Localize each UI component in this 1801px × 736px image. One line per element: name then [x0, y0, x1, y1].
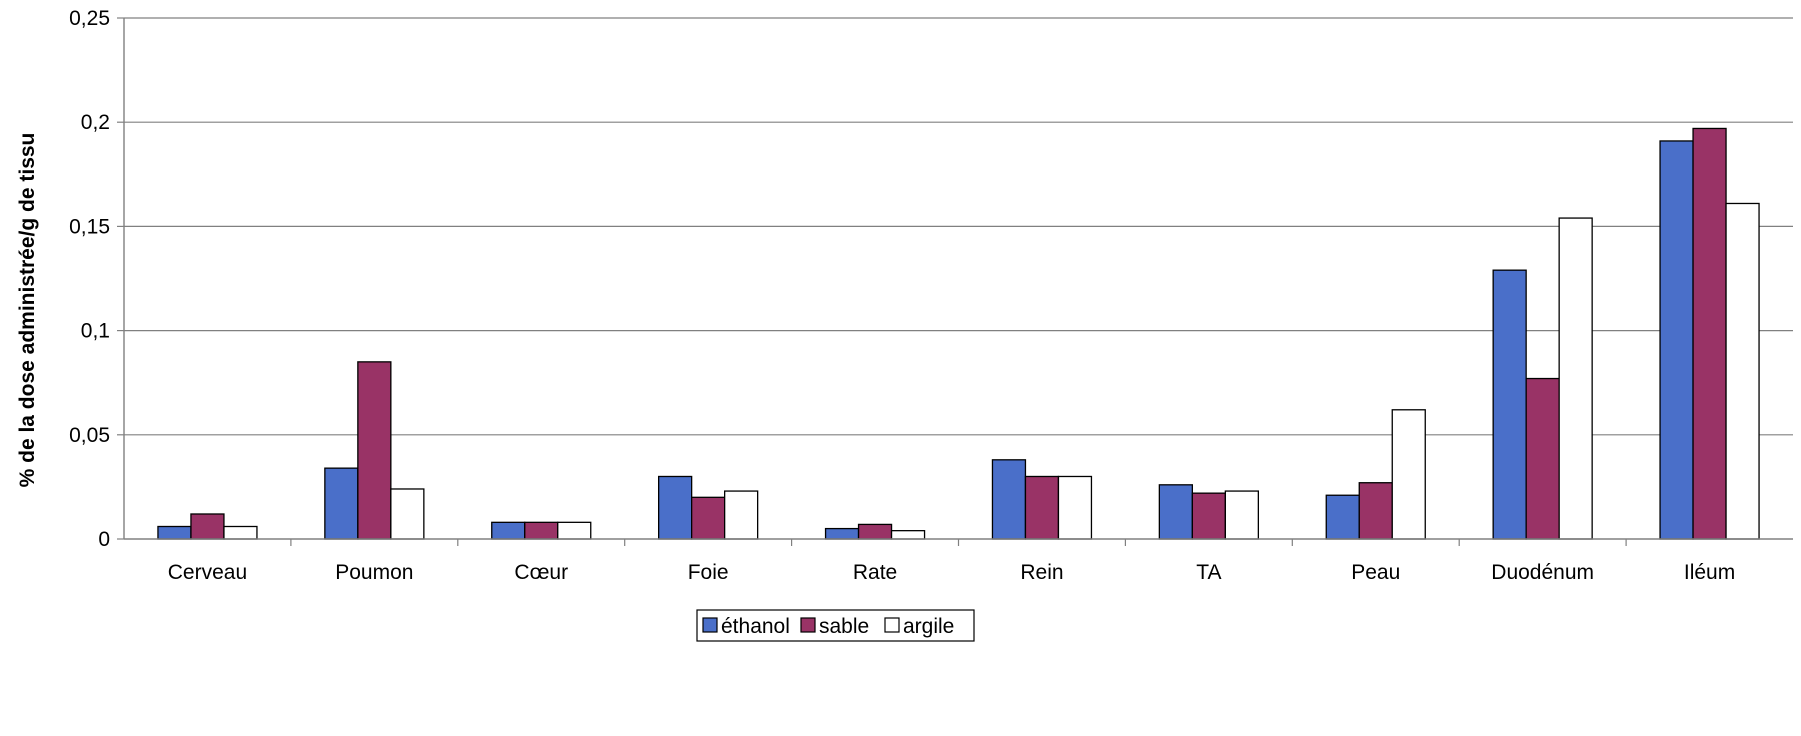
y-tick-label: 0,15: [69, 215, 110, 238]
bar: [357, 361, 392, 540]
x-category-label: Cerveau: [168, 561, 247, 584]
bar: [1659, 140, 1694, 540]
bar: [557, 521, 592, 540]
y-tick-label: 0: [98, 528, 110, 551]
x-category-label: Cœur: [514, 561, 568, 584]
legend: éthanol sable argile: [696, 609, 975, 642]
y-axis-label: % de la dose administrée/g de tissu: [16, 133, 39, 488]
bar: [658, 475, 693, 540]
bar: [991, 459, 1027, 540]
bar: [691, 496, 726, 540]
x-category-label: Iléum: [1684, 561, 1735, 584]
y-tick-label: 0,05: [69, 424, 110, 447]
x-category-label: Rate: [853, 561, 897, 584]
legend-label: éthanol: [721, 615, 790, 638]
bar: [157, 525, 192, 540]
legend-label: sable: [819, 615, 869, 638]
axes: [123, 18, 1793, 546]
bar: [190, 513, 225, 540]
legend-swatch: [884, 617, 900, 633]
x-category-label: Poumon: [335, 561, 413, 584]
bar: [524, 521, 559, 540]
legend-swatch: [702, 617, 718, 633]
bar: [324, 467, 359, 540]
bar: [1325, 494, 1360, 540]
y-tick-label: 0,1: [81, 320, 110, 343]
bar: [857, 523, 893, 540]
y-axis-ticks: 0 0,05 0,1 0,15 0,2 0,25: [69, 7, 124, 551]
bar: [223, 525, 258, 540]
bar: [390, 488, 425, 540]
bars: [157, 127, 1760, 540]
bar: [491, 521, 526, 540]
bar: [1224, 490, 1259, 540]
bar: [1725, 202, 1760, 540]
bar: [1692, 127, 1727, 540]
y-tick-label: 0,25: [69, 7, 110, 30]
legend-swatch: [800, 617, 816, 633]
legend-label: argile: [903, 615, 954, 638]
bar: [1158, 484, 1193, 540]
bar: [1024, 475, 1060, 540]
x-category-label: Peau: [1351, 561, 1400, 584]
bar: [890, 530, 926, 540]
bar: [724, 490, 759, 540]
bar: [824, 527, 860, 540]
bar: [1358, 482, 1393, 540]
bar: [1525, 377, 1560, 540]
x-axis-categories: Cerveau Poumon Cœur Foie Rate Rein TA Peau Duodé…: [168, 561, 1735, 584]
bar: [1391, 409, 1426, 540]
bar: [1558, 217, 1593, 540]
x-category-label: TA: [1196, 561, 1221, 584]
bar: [1492, 269, 1527, 540]
legend-box: [696, 609, 975, 642]
bar: [1191, 492, 1226, 540]
bar: [1057, 475, 1093, 540]
y-tick-label: 0,2: [81, 111, 110, 134]
x-category-label: Foie: [688, 561, 729, 584]
x-category-label: Rein: [1020, 561, 1063, 584]
x-category-label: Duodénum: [1491, 561, 1594, 584]
